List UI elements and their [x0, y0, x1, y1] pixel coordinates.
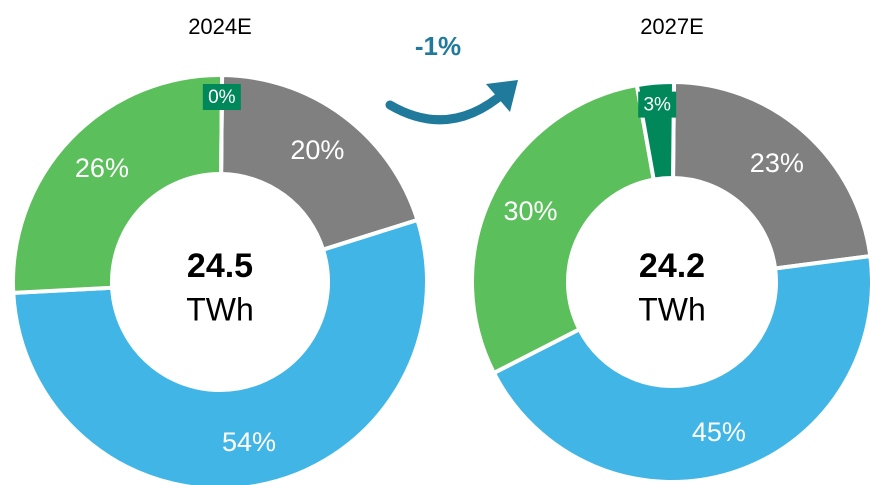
- value-label: 3%: [643, 95, 671, 116]
- chart-title: 2027E: [640, 14, 704, 39]
- value-label: 45%: [692, 417, 746, 447]
- donut-slice: [11, 73, 225, 296]
- center-unit: TWh: [186, 291, 254, 327]
- arrow-head: [486, 80, 518, 112]
- donut-slice: [11, 217, 429, 485]
- value-label: 0%: [208, 87, 236, 108]
- value-label: 54%: [222, 427, 276, 457]
- center-value: 24.2: [639, 247, 705, 285]
- value-label: 26%: [75, 153, 129, 183]
- chart-title: 2024E: [188, 14, 252, 39]
- label-box: [202, 84, 241, 111]
- value-label: 30%: [503, 196, 557, 226]
- center-value: 24.5: [187, 247, 253, 285]
- donut-slice: [219, 72, 421, 253]
- label-box: [638, 91, 677, 118]
- center-unit: TWh: [638, 291, 706, 327]
- trend-arrow: [385, 87, 510, 125]
- donut-slice: [491, 254, 870, 484]
- change-annotation: -1%: [415, 31, 461, 61]
- value-label: 23%: [750, 148, 804, 178]
- donut-slice: [470, 82, 657, 376]
- donut-slice: [671, 79, 870, 271]
- value-label: 20%: [290, 135, 344, 165]
